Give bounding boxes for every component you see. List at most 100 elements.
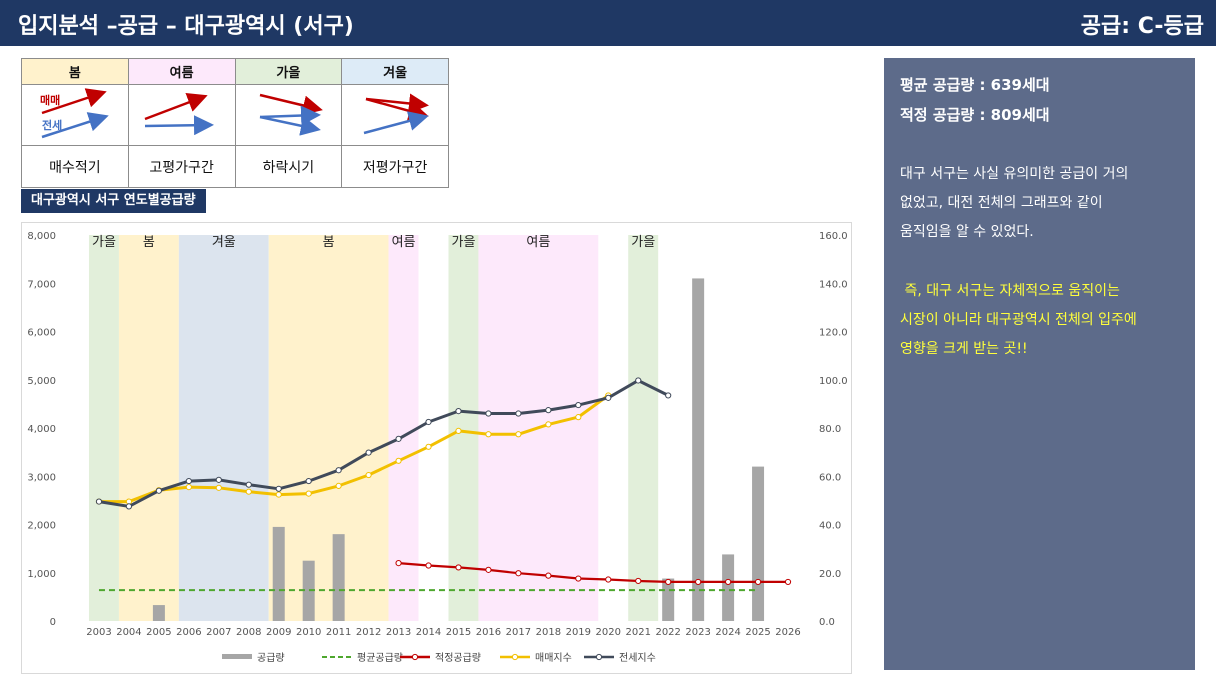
emph-line: 영향을 크게 받는 곳!! xyxy=(900,341,1028,357)
avg-supply-stat: 평균 공급량 : 639세대 xyxy=(900,76,1050,94)
supply-bar xyxy=(752,466,765,621)
season-band xyxy=(178,235,269,621)
proper-supply-point xyxy=(754,578,762,586)
y-left-tick-label: 4,000 xyxy=(27,424,56,435)
supply-bar xyxy=(722,554,735,621)
jeonse-index-line xyxy=(98,379,669,508)
sale-index-point xyxy=(575,414,582,421)
autumn-arrows xyxy=(234,84,343,146)
season-header-spring: 봄 xyxy=(21,58,129,85)
jeonse-index-point xyxy=(95,498,103,505)
proper-supply-point xyxy=(575,575,582,582)
supply-bar xyxy=(152,605,165,621)
season-band xyxy=(268,235,389,621)
legend-label: 적정공급량 xyxy=(435,652,481,664)
sale-index-point xyxy=(425,443,432,450)
jeonse-index-point xyxy=(575,401,582,409)
legend-marker xyxy=(511,653,519,661)
y-left-tick-label: 5,000 xyxy=(27,376,56,387)
jeonse-index-point xyxy=(335,467,342,474)
season-header-autumn: 가을 xyxy=(234,58,343,85)
jeonse-index-point xyxy=(245,481,252,488)
proper-supply-point xyxy=(695,578,702,586)
jeonse-index-point xyxy=(155,487,162,494)
jeonse-index-point xyxy=(455,408,462,415)
supply-chart-frame: 가을 봄 겨울 봄 여름 가을 여름 가을 0 1,000 2,000 3,000 4,000 5,000… xyxy=(21,222,852,674)
x-tick-label: 2016 xyxy=(476,627,501,638)
x-tick-label: 2012 xyxy=(356,627,381,638)
sale-index-point xyxy=(365,471,372,479)
spring-arrows-icon: 매매 전세 xyxy=(40,88,109,139)
x-tick-label: 2023 xyxy=(685,627,710,638)
x-tick-label: 2007 xyxy=(206,627,231,638)
legend-marker xyxy=(411,653,419,661)
season-band-label: 겨울 xyxy=(212,235,236,250)
y-left-tick-label: 6,000 xyxy=(27,328,56,339)
proper-supply-point xyxy=(784,578,792,586)
analysis-conclusion: 즉, 대구 서구는 자체적으로 움직이는 시장이 아니라 대구광역시 전체의 입… xyxy=(900,277,1179,364)
x-tick-label: 2020 xyxy=(596,627,621,638)
y-left-tick-label: 1,000 xyxy=(27,569,56,580)
page-header: 입지분석 –공급 – 대구광역시 (서구) 공급: C-등급 xyxy=(0,0,1216,46)
jeonse-index-point xyxy=(125,503,133,510)
chart-section-label: 대구광역시 서구 연도별공급량 xyxy=(21,189,206,213)
sale-index-point xyxy=(185,484,192,491)
x-tick-label: 2008 xyxy=(236,627,261,638)
season-header-summer: 여름 xyxy=(127,58,236,85)
jeonse-index-point xyxy=(545,407,552,414)
jeonse-index-point xyxy=(215,476,222,483)
supply-bar xyxy=(272,526,285,621)
x-tick-label: 2005 xyxy=(146,627,171,638)
proper-supply-point xyxy=(605,576,612,583)
season-band-label: 여름 xyxy=(526,235,550,250)
desc-line: 없었고, 대전 전체의 그래프와 같이 xyxy=(900,195,1103,211)
y-right-tick-label: 120.0 xyxy=(819,328,848,339)
y-right-tick-label: 20.0 xyxy=(819,569,841,580)
y-right-tick-label: 80.0 xyxy=(819,424,841,435)
supply-bar xyxy=(332,534,345,621)
sale-index-point xyxy=(545,421,552,428)
proper-supply-point xyxy=(395,560,402,567)
x-tick-label: 2017 xyxy=(506,627,531,638)
y-right-tick-label: 100.0 xyxy=(819,376,848,387)
proper-supply-point xyxy=(425,562,432,569)
season-band-label: 봄 xyxy=(323,235,335,250)
sale-index-point xyxy=(455,427,462,434)
jeonse-index-point xyxy=(185,477,192,485)
season-header-winter: 겨울 xyxy=(341,58,449,85)
proper-supply-point xyxy=(665,578,672,586)
jeonse-index-point xyxy=(275,485,282,492)
x-tick-label: 2026 xyxy=(775,627,800,638)
legend-label: 매매지수 xyxy=(535,652,572,664)
sale-index-point xyxy=(485,431,492,438)
legend-label: 평균공급량 xyxy=(357,652,403,664)
y-right-tick-label: 40.0 xyxy=(819,521,841,532)
proper-supply-point xyxy=(725,578,732,586)
season-band xyxy=(118,235,179,621)
y-left-tick-label: 0 xyxy=(50,617,56,628)
x-tick-label: 2024 xyxy=(715,627,740,638)
season-band-label: 가을 xyxy=(631,235,655,250)
jeonse-index-point xyxy=(305,477,312,485)
proper-supply-line xyxy=(398,562,788,583)
y-right-tick-label: 0.0 xyxy=(819,617,835,628)
season-label-winter: 저평가구간 xyxy=(341,145,449,188)
y-left-tick-label: 3,000 xyxy=(27,472,56,483)
emph-line: 즉, 대구 서구는 자체적으로 움직이는 xyxy=(900,283,1120,299)
autumn-arrows-icon xyxy=(259,93,323,136)
x-tick-label: 2014 xyxy=(416,627,441,638)
desc-line: 대구 서구는 사실 유의미한 공급이 거의 xyxy=(900,166,1129,182)
supply-bar xyxy=(662,578,675,621)
supply-chart: 가을 봄 겨울 봄 여름 가을 여름 가을 0 1,000 2,000 3,000 4,000 5,000… xyxy=(27,231,848,664)
x-tick-label: 2013 xyxy=(386,627,411,638)
supply-bar xyxy=(692,278,705,621)
y-left-tick-label: 2,000 xyxy=(27,521,56,532)
season-band-label: 여름 xyxy=(392,235,416,250)
x-tick-label: 2022 xyxy=(655,627,680,638)
y-right-tick-label: 160.0 xyxy=(819,231,848,242)
jeonse-index-point xyxy=(485,410,492,417)
y-right-tick-label: 140.0 xyxy=(819,279,848,290)
jeonse-arrow-label: 전세 xyxy=(42,118,62,132)
sale-index-point xyxy=(515,431,522,438)
x-tick-label: 2011 xyxy=(326,627,351,638)
